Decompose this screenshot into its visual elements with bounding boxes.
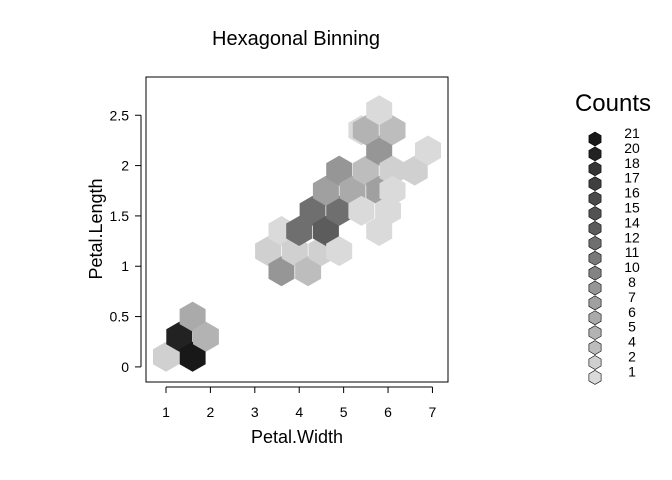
legend-swatch-14 <box>588 221 602 236</box>
x-axis-label: Petal.Width <box>251 427 343 447</box>
legend-swatch-10 <box>588 265 602 281</box>
legend-label-18: 18 <box>624 155 640 171</box>
x-axis: 1 2 3 4 5 6 7 <box>162 386 437 420</box>
x-tick-label-4: 5 <box>340 404 348 420</box>
legend-label-7: 7 <box>628 289 636 305</box>
hexbin-cell-2 <box>179 341 206 372</box>
hexbin-cell-16 <box>312 175 339 206</box>
legend-swatch-2 <box>588 355 602 370</box>
legend-swatch-6 <box>588 310 602 326</box>
hexbin-cell-4 <box>193 321 219 352</box>
y-tick-label-3: 1.5 <box>110 208 130 224</box>
y-tick-label-2: 1 <box>121 258 129 274</box>
hexbin-cell-32 <box>415 135 441 166</box>
legend-label-12: 12 <box>624 229 640 245</box>
hexbin-cell-3 <box>179 301 206 332</box>
legend-label-16: 16 <box>624 185 640 201</box>
hexbin-cell-27 <box>379 175 406 206</box>
legend-swatch-15 <box>588 206 602 221</box>
legend-swatch-1 <box>588 370 602 385</box>
y-tick-label-4: 2 <box>121 158 129 174</box>
legend-swatch-12 <box>588 235 602 251</box>
hexbin-cell-19 <box>348 195 375 226</box>
x-tick-label-5: 6 <box>384 404 392 420</box>
hexbin-cell-5 <box>255 236 282 267</box>
legend-swatch-8 <box>588 280 602 296</box>
chart-title: Hexagonal Binning <box>212 28 380 50</box>
hexbin-cell-1 <box>166 321 193 352</box>
legend-swatch-11 <box>588 250 602 266</box>
legend-label-5: 5 <box>628 319 636 335</box>
legend-label-8: 8 <box>628 274 636 290</box>
plot-frame <box>145 76 449 383</box>
legend-label-6: 6 <box>628 304 636 320</box>
legend-swatch-4 <box>588 340 602 355</box>
legend-label-10: 10 <box>624 259 640 275</box>
hexbin-cell-0 <box>153 341 179 372</box>
legend-label-15: 15 <box>624 200 640 216</box>
hexbin-cell-30 <box>366 95 393 126</box>
y-tick-label-1: 0.5 <box>110 309 130 325</box>
legend-title: Counts <box>575 90 651 117</box>
legend-swatch-21 <box>588 131 602 147</box>
legend-label-21: 21 <box>624 125 640 141</box>
legend-label-17: 17 <box>624 170 640 186</box>
legend-label-20: 20 <box>624 140 640 156</box>
hexbin-cell-23 <box>366 135 393 166</box>
legend-label-2: 2 <box>628 349 636 365</box>
legend-swatch-17 <box>588 176 602 192</box>
legend-swatch-20 <box>588 146 602 162</box>
legend-swatch-7 <box>588 295 602 311</box>
legend-swatch-18 <box>588 161 602 177</box>
hexbin-cell-13 <box>312 216 339 246</box>
x-tick-label-2: 3 <box>251 404 259 420</box>
hexbin-cell-28 <box>352 115 379 146</box>
legend-label-11: 11 <box>625 244 640 260</box>
legend-label-14: 14 <box>624 214 640 230</box>
hexbin-cell-31 <box>401 155 428 186</box>
hexbin-cell-17 <box>326 155 353 186</box>
hexbin-cell-14 <box>326 195 353 226</box>
legend-swatch-16 <box>588 191 602 206</box>
x-tick-label-1: 2 <box>206 404 214 420</box>
hexbin-cell-10 <box>286 216 313 246</box>
legend-label-4: 4 <box>628 334 636 350</box>
x-tick-label-6: 7 <box>429 404 437 420</box>
hexbin-cell-9 <box>295 256 322 287</box>
y-tick-label-5: 2.5 <box>110 107 130 123</box>
hexbin-layer <box>153 95 441 372</box>
y-axis-label: Petal.Length <box>86 178 106 279</box>
legend-label-1: 1 <box>628 363 636 379</box>
x-tick-label-3: 4 <box>295 404 303 420</box>
hexbin-cell-7 <box>268 256 295 287</box>
x-tick-label-0: 1 <box>162 404 170 420</box>
hexbin-cell-20 <box>352 155 379 186</box>
hexbin-cell-15 <box>326 236 353 267</box>
legend-swatch-5 <box>588 325 602 341</box>
hexbin-cell-11 <box>299 195 326 226</box>
y-tick-label-0: 0 <box>121 359 129 375</box>
hexbin-cell-29 <box>379 115 406 146</box>
hexbin-cell-26 <box>379 155 406 186</box>
y-axis: 0 0.5 1 1.5 2 2.5 <box>110 107 142 375</box>
